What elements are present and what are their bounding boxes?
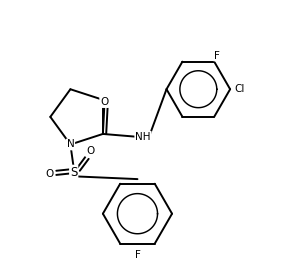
Text: O: O: [45, 168, 54, 178]
Text: F: F: [134, 250, 140, 260]
Text: O: O: [100, 97, 108, 107]
Text: Cl: Cl: [235, 84, 245, 94]
Text: S: S: [70, 166, 78, 179]
Text: F: F: [214, 51, 220, 61]
Text: O: O: [86, 147, 94, 157]
Text: N: N: [67, 140, 74, 150]
Text: NH: NH: [135, 132, 151, 142]
